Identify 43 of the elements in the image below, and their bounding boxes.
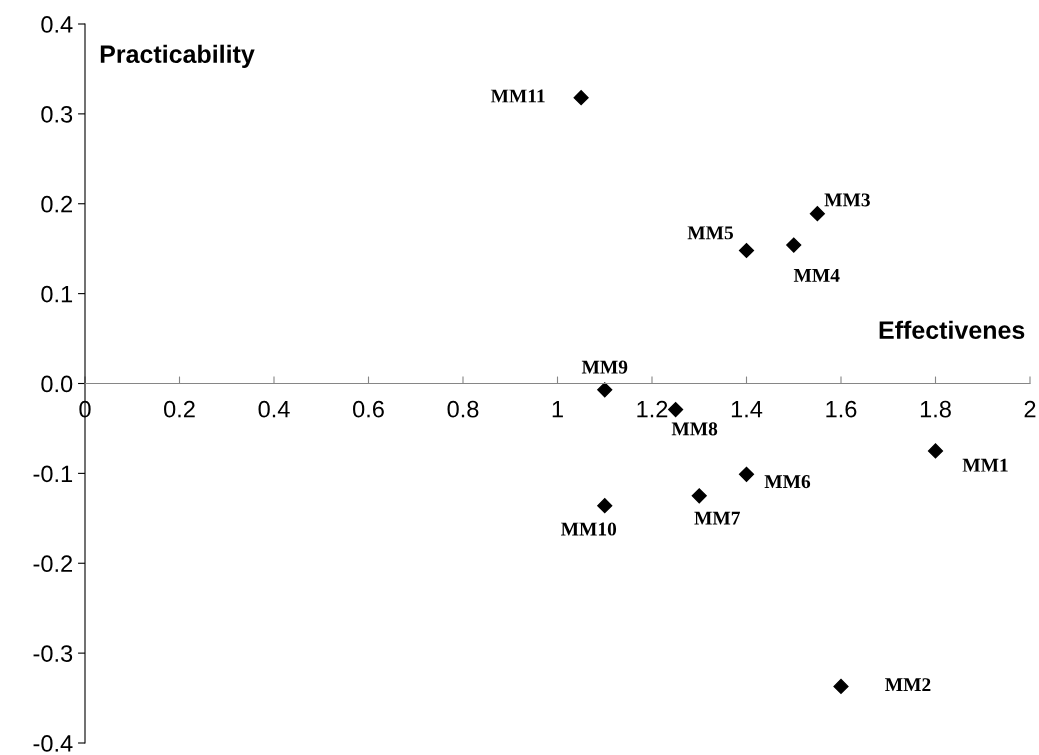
point bbox=[809, 206, 825, 222]
point bbox=[738, 466, 755, 482]
x-axis-title: Effectivenes bbox=[879, 320, 1025, 340]
point bbox=[927, 443, 944, 459]
annotation: MM1 bbox=[962, 458, 1008, 472]
x-tick-label: 1.8 bbox=[920, 400, 951, 418]
y-tick-label: -0.4 bbox=[33, 735, 73, 752]
point bbox=[597, 382, 613, 398]
y-tick-label: 0.2 bbox=[41, 195, 73, 213]
y-tick-label: 0.1 bbox=[41, 285, 73, 303]
y-axis-title: Practicability bbox=[100, 44, 255, 69]
x-tick-label: 0.6 bbox=[353, 400, 384, 418]
y-tick-label: -0.1 bbox=[33, 465, 73, 483]
x-tick-label: 2 bbox=[1024, 400, 1036, 418]
annotation: MM6 bbox=[764, 475, 811, 489]
x-tick-label: 1.6 bbox=[826, 400, 857, 418]
y-tick-label: -0.2 bbox=[33, 555, 73, 573]
y-tick-label: 0.3 bbox=[41, 105, 73, 123]
annotation: MM7 bbox=[694, 511, 740, 525]
point bbox=[691, 488, 707, 504]
annotation: MM3 bbox=[824, 193, 870, 207]
y-tick-label: 0.4 bbox=[41, 16, 73, 33]
annotation: MM4 bbox=[793, 268, 840, 282]
annotation: MM2 bbox=[885, 678, 931, 692]
y-tick-label: 0.0 bbox=[41, 375, 73, 393]
annotation: MM9 bbox=[581, 360, 628, 374]
x-tick-label: 1.4 bbox=[731, 401, 763, 418]
point bbox=[573, 90, 589, 106]
x-tick-label: 0.2 bbox=[164, 400, 195, 418]
point bbox=[833, 678, 849, 694]
x-tick-label: 1 bbox=[552, 401, 563, 418]
annotation: MM10 bbox=[561, 522, 617, 536]
x-tick-label: 1.2 bbox=[637, 400, 668, 418]
x-tick-label: 0.8 bbox=[447, 400, 479, 418]
x-tick-label: 0.4 bbox=[258, 400, 290, 418]
point bbox=[597, 498, 613, 514]
point bbox=[738, 242, 755, 259]
point bbox=[668, 401, 684, 418]
annotation: MM8 bbox=[671, 422, 718, 436]
y-tick-label: -0.3 bbox=[33, 645, 73, 662]
point bbox=[786, 237, 802, 253]
annotation: MM5 bbox=[687, 226, 733, 240]
annotation: MM11 bbox=[490, 89, 545, 103]
